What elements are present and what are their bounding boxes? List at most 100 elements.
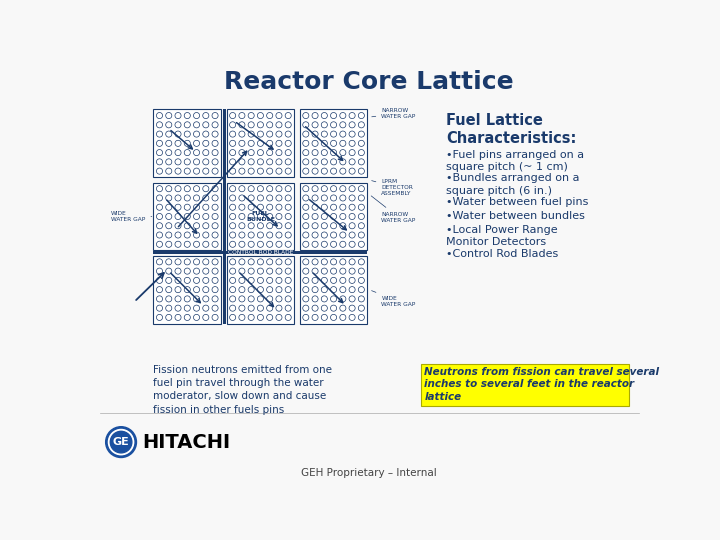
Circle shape: [359, 296, 364, 302]
Circle shape: [349, 241, 355, 247]
Circle shape: [184, 140, 190, 146]
Circle shape: [302, 204, 309, 210]
Circle shape: [340, 131, 346, 137]
Circle shape: [340, 278, 346, 284]
Circle shape: [184, 195, 190, 201]
Circle shape: [330, 296, 337, 302]
Circle shape: [312, 112, 318, 119]
Circle shape: [194, 232, 199, 238]
Circle shape: [156, 213, 163, 220]
Circle shape: [212, 159, 218, 165]
Circle shape: [166, 168, 172, 174]
Bar: [421, 363, 629, 406]
Circle shape: [239, 186, 245, 192]
Circle shape: [276, 195, 282, 201]
Circle shape: [312, 305, 318, 311]
Circle shape: [321, 241, 328, 247]
Circle shape: [184, 222, 190, 229]
Circle shape: [312, 259, 318, 265]
Circle shape: [312, 222, 318, 229]
Circle shape: [230, 204, 235, 210]
Circle shape: [302, 232, 309, 238]
Circle shape: [203, 296, 209, 302]
Bar: [153, 251, 367, 254]
Circle shape: [248, 296, 254, 302]
Circle shape: [302, 278, 309, 284]
Circle shape: [248, 122, 254, 128]
Circle shape: [340, 232, 346, 238]
Circle shape: [194, 122, 199, 128]
Text: GE: GE: [113, 437, 130, 447]
Circle shape: [257, 159, 264, 165]
Circle shape: [359, 140, 364, 146]
Circle shape: [257, 278, 264, 284]
Circle shape: [349, 112, 355, 119]
Circle shape: [194, 159, 199, 165]
Circle shape: [257, 140, 264, 146]
Circle shape: [175, 204, 181, 210]
Circle shape: [166, 222, 172, 229]
Circle shape: [203, 112, 209, 119]
Circle shape: [194, 314, 199, 320]
Circle shape: [321, 159, 328, 165]
Circle shape: [257, 268, 264, 274]
Circle shape: [230, 112, 235, 119]
Circle shape: [312, 122, 318, 128]
Text: HITACHI: HITACHI: [143, 433, 230, 451]
Circle shape: [175, 131, 181, 137]
Circle shape: [239, 241, 245, 247]
Circle shape: [248, 222, 254, 229]
Circle shape: [340, 112, 346, 119]
Circle shape: [230, 287, 235, 293]
Circle shape: [266, 268, 273, 274]
Circle shape: [230, 259, 235, 265]
Circle shape: [166, 186, 172, 192]
Circle shape: [340, 314, 346, 320]
Circle shape: [359, 122, 364, 128]
Circle shape: [340, 259, 346, 265]
Circle shape: [266, 222, 273, 229]
Circle shape: [212, 140, 218, 146]
Circle shape: [194, 296, 199, 302]
Circle shape: [321, 305, 328, 311]
Circle shape: [340, 195, 346, 201]
Circle shape: [230, 213, 235, 220]
Circle shape: [175, 140, 181, 146]
Circle shape: [321, 278, 328, 284]
Circle shape: [266, 278, 273, 284]
Circle shape: [302, 222, 309, 229]
Circle shape: [239, 112, 245, 119]
Circle shape: [266, 305, 273, 311]
Text: Fission neutrons emitted from one
fuel pin travel through the water
moderator, s: Fission neutrons emitted from one fuel p…: [153, 365, 333, 415]
Circle shape: [212, 305, 218, 311]
Circle shape: [285, 278, 292, 284]
Circle shape: [203, 259, 209, 265]
Circle shape: [266, 213, 273, 220]
Circle shape: [194, 213, 199, 220]
Circle shape: [276, 314, 282, 320]
Circle shape: [359, 195, 364, 201]
Circle shape: [349, 278, 355, 284]
Circle shape: [330, 305, 337, 311]
Text: LPRM
DETECTOR
ASSEMBLY: LPRM DETECTOR ASSEMBLY: [372, 179, 413, 196]
Circle shape: [212, 241, 218, 247]
Circle shape: [285, 204, 292, 210]
Circle shape: [302, 112, 309, 119]
Circle shape: [302, 314, 309, 320]
Circle shape: [156, 186, 163, 192]
Circle shape: [156, 268, 163, 274]
Circle shape: [156, 278, 163, 284]
Circle shape: [276, 278, 282, 284]
Circle shape: [330, 186, 337, 192]
Circle shape: [312, 195, 318, 201]
Circle shape: [257, 150, 264, 156]
Circle shape: [257, 287, 264, 293]
Circle shape: [340, 222, 346, 229]
Circle shape: [340, 268, 346, 274]
Circle shape: [175, 195, 181, 201]
Circle shape: [166, 140, 172, 146]
Circle shape: [340, 213, 346, 220]
Circle shape: [285, 314, 292, 320]
Circle shape: [257, 204, 264, 210]
Text: Fuel Lattice
Characteristics:: Fuel Lattice Characteristics:: [446, 112, 577, 146]
